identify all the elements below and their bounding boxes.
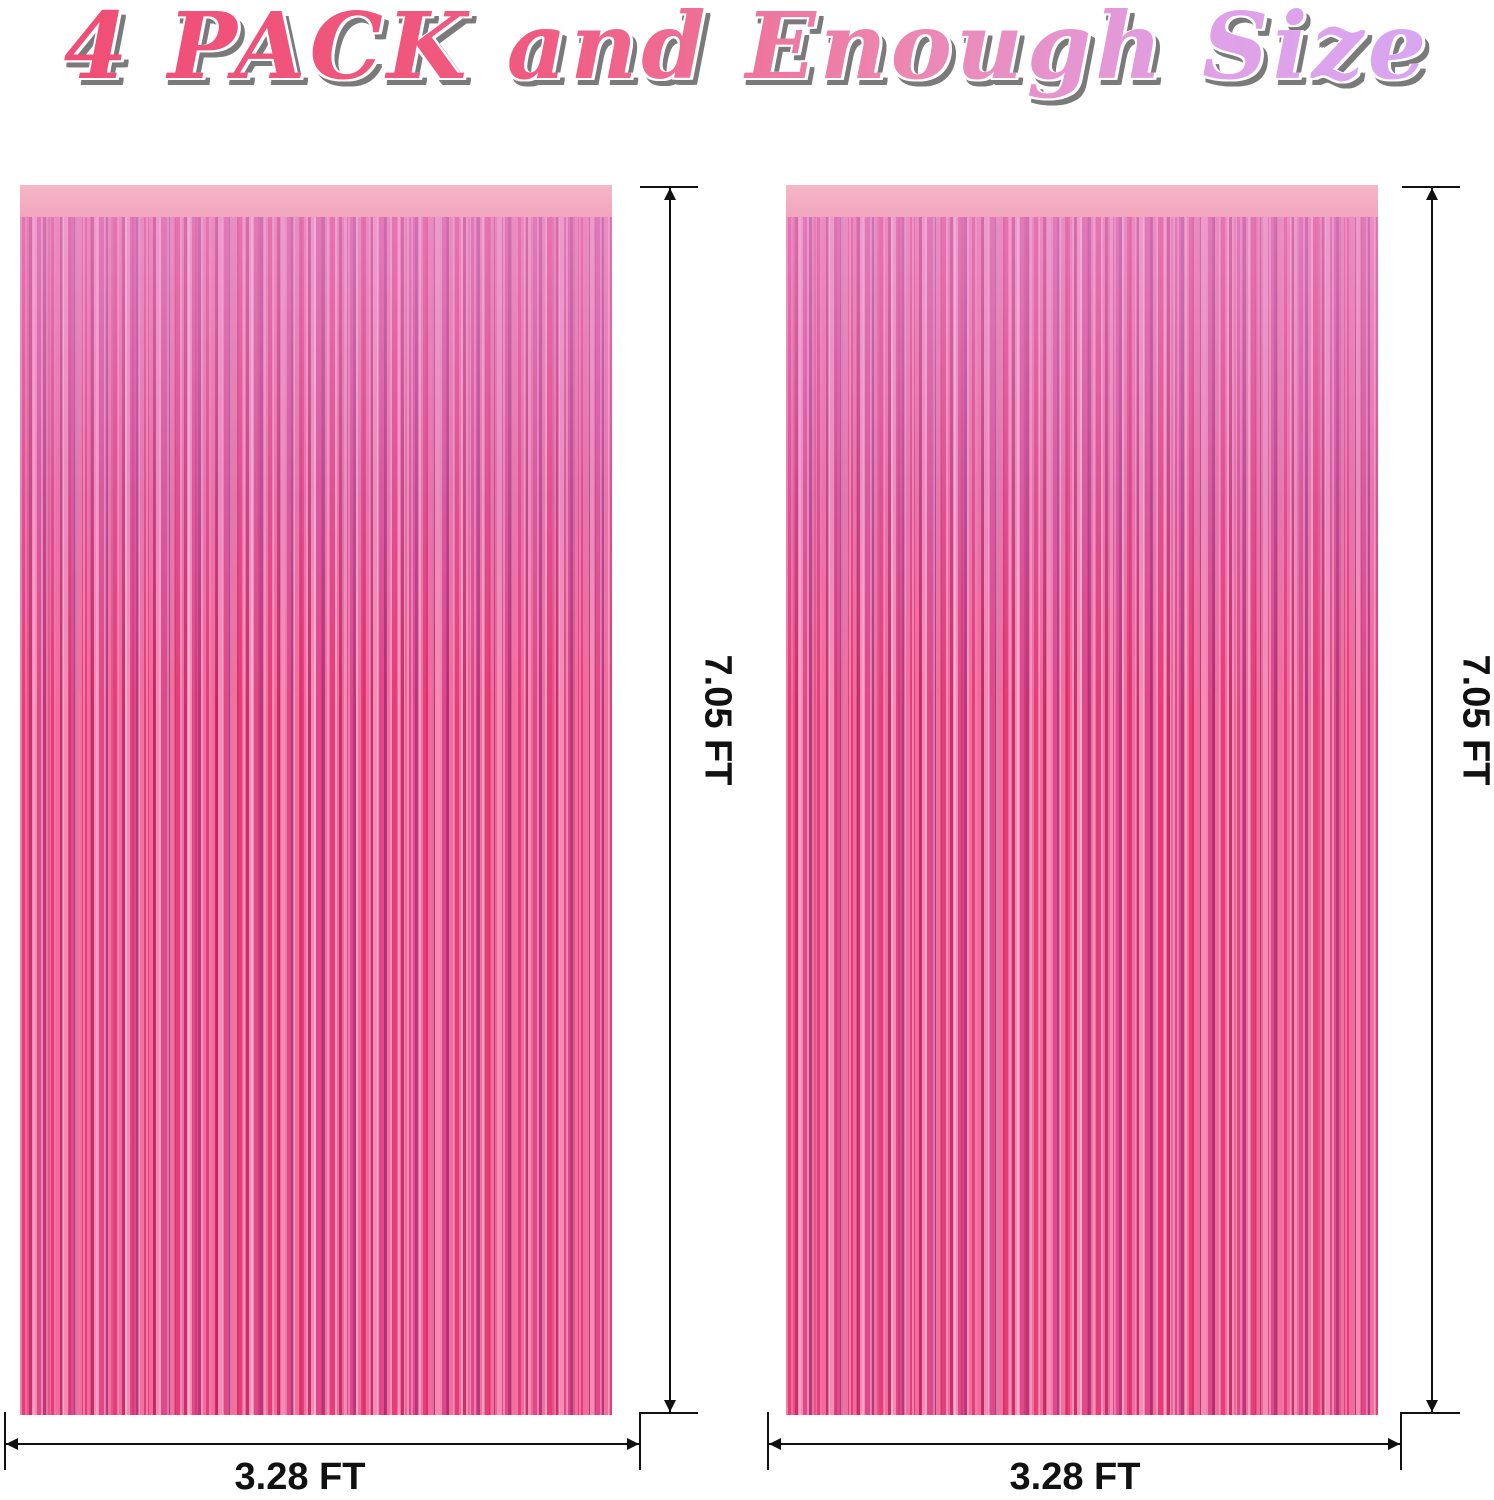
height-label: 7.05 FT: [1454, 654, 1494, 786]
headline: 4 PACK and Enough Size: [0, 0, 1494, 100]
height-label: 7.05 FT: [696, 654, 739, 786]
curtain-image-1: [20, 185, 612, 1415]
curtain-image-2: [786, 185, 1378, 1415]
width-label: 3.28 FT: [1009, 1456, 1141, 1498]
width-label: 3.28 FT: [234, 1456, 366, 1498]
